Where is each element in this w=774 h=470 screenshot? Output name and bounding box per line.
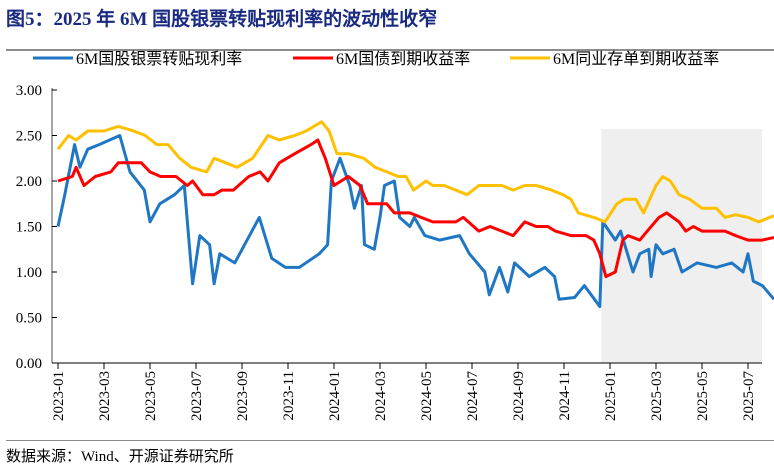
highlight-region-group <box>601 129 762 363</box>
series-line-1 <box>56 134 774 309</box>
x-tick-label: 2023-03 <box>97 371 113 421</box>
highlight-region <box>601 129 762 363</box>
y-tick-label: 2.50 <box>16 129 42 145</box>
y-tick-label: 3.00 <box>16 83 42 99</box>
x-tick-label: 2023-05 <box>143 371 159 421</box>
series-lines-group <box>56 120 774 309</box>
axes-group: 0.00 0.50 1.00 1.50 2.00 2.50 3.00 2023-01 2023-… <box>16 83 762 421</box>
legend-label-2: 6M国债到期收益率 <box>336 50 470 68</box>
x-tick-label: 2023-11 <box>281 371 297 420</box>
x-tick-label: 2025-07 <box>741 371 757 421</box>
title-divider <box>6 49 774 51</box>
legend-label-3: 6M同业存单到期收益率 <box>553 50 719 68</box>
y-tick-label: 0.50 <box>16 311 42 327</box>
x-tick-label: 2023-07 <box>189 371 205 421</box>
x-tick-label: 2024-11 <box>557 371 573 420</box>
x-tick-label: 2024-03 <box>373 371 389 421</box>
y-tick-label: 2.00 <box>16 174 42 190</box>
x-tick-label: 2025-03 <box>649 371 665 421</box>
source-divider <box>6 440 774 441</box>
x-tick-label: 2024-01 <box>327 371 343 421</box>
series-line-3 <box>56 120 774 224</box>
x-tick-label: 2024-09 <box>511 371 527 421</box>
x-tick-label: 2023-09 <box>235 371 251 421</box>
y-tick-label: 0.00 <box>16 356 42 372</box>
y-tick-label: 1.00 <box>16 265 42 281</box>
x-tick-label: 2025-05 <box>695 371 711 421</box>
x-tick-label: 2025-01 <box>603 371 619 421</box>
x-tick-label: 2023-01 <box>51 371 67 421</box>
legend-label-1: 6M国股银票转贴现利率 <box>76 50 242 68</box>
x-tick-label: 2024-05 <box>419 371 435 421</box>
series-line-2 <box>57 138 774 279</box>
x-tick-label: 2024-07 <box>465 371 481 421</box>
y-tick-label: 1.50 <box>16 220 42 236</box>
figure-title: 图5：2025 年 6M 国股银票转贴现利率的波动性收窄 <box>6 9 438 30</box>
source-note: 数据来源：Wind、开源证券研究所 <box>6 449 234 465</box>
legend: 6M国股银票转贴现利率 6M国债到期收益率 6M同业存单到期收益率 <box>33 50 719 68</box>
